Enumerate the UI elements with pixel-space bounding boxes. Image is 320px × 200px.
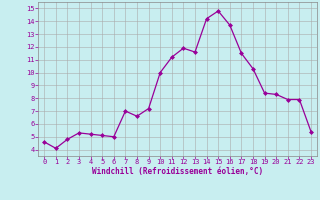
X-axis label: Windchill (Refroidissement éolien,°C): Windchill (Refroidissement éolien,°C): [92, 167, 263, 176]
